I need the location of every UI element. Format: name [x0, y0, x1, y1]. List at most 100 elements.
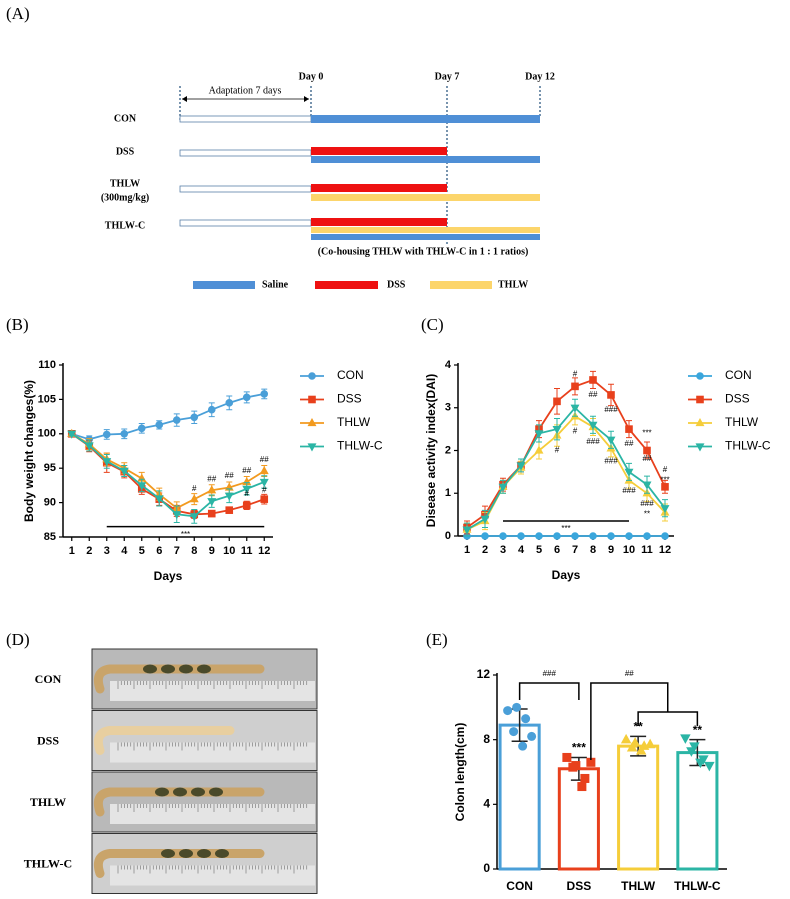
marker	[680, 734, 691, 744]
marker	[689, 742, 700, 752]
marker	[154, 495, 164, 504]
marker	[588, 421, 598, 430]
y-tick-label: 100	[38, 428, 56, 440]
day-label: Day 12	[525, 71, 555, 82]
y-tick-label: 3	[445, 402, 451, 414]
marker	[661, 532, 669, 540]
bracket-label: ###	[543, 669, 557, 678]
x-tick-label: 6	[156, 545, 162, 557]
marker	[189, 513, 199, 522]
y-tick-label: 12	[477, 667, 491, 681]
stool	[173, 787, 187, 797]
legend-label: THLW-C	[337, 439, 383, 453]
marker	[696, 395, 704, 404]
row-sublabel: (300mg/kg)	[101, 192, 149, 203]
adaptation-box	[179, 185, 312, 193]
marker	[509, 727, 519, 737]
x-tick-label: 7	[174, 545, 180, 557]
marker	[620, 733, 632, 744]
x-tick-label: 10	[223, 545, 235, 557]
marker	[516, 462, 526, 471]
panel-label: (B)	[6, 315, 29, 334]
marker	[644, 738, 656, 749]
annotation: ***	[642, 429, 651, 438]
timeline	[179, 86, 541, 289]
ruler	[110, 742, 315, 763]
marker	[225, 399, 234, 407]
significance-label: ***	[561, 524, 570, 533]
ruler	[110, 681, 315, 701]
y-tick-label: 0	[445, 530, 451, 542]
marker	[225, 506, 234, 514]
marker	[307, 443, 317, 452]
annotation: #	[573, 370, 578, 379]
adaptation-box	[179, 115, 312, 123]
annotation: #	[555, 446, 560, 455]
y-tick-label: 2	[445, 444, 451, 456]
stool	[155, 787, 169, 797]
legend-swatch	[315, 281, 378, 289]
panel-label: (A)	[6, 4, 30, 23]
marker	[695, 758, 706, 769]
x-tick-label: 3	[500, 544, 506, 556]
row-label: THLW-C	[105, 220, 145, 231]
ruler	[110, 804, 315, 824]
annotation: #	[663, 465, 668, 474]
marker	[589, 376, 597, 384]
row-label: THLW	[110, 178, 140, 189]
thlw-bar	[311, 194, 540, 201]
marker	[102, 430, 111, 439]
marker	[120, 430, 129, 438]
panel-label: (C)	[421, 315, 444, 334]
row-label: THLW	[30, 795, 66, 809]
bracket	[590, 682, 669, 760]
y-tick-label: 1	[445, 487, 451, 499]
row-label: THLW-C	[24, 856, 72, 870]
y-axis-label: Disease activity index(DAI)	[424, 374, 438, 527]
marker	[643, 532, 651, 540]
marker	[704, 761, 715, 772]
marker	[481, 532, 489, 540]
marker	[686, 747, 697, 757]
day-label: Day 0	[299, 71, 324, 82]
series-line	[466, 406, 666, 531]
y-tick-label: 4	[483, 797, 490, 811]
x-axis-label: Days	[552, 568, 581, 582]
marker	[568, 762, 578, 772]
marker	[499, 532, 507, 540]
marker	[224, 492, 234, 501]
annotation: ###	[604, 456, 618, 465]
x-tick-label: 4	[518, 544, 525, 556]
adaptation-box	[179, 149, 312, 157]
x-tick-label: 4	[121, 545, 128, 557]
y-tick-label: 0	[483, 861, 490, 875]
marker	[119, 467, 129, 476]
y-axis-label: Body weight changes(%)	[22, 380, 36, 522]
marker	[535, 532, 543, 540]
x-tick-label: 3	[104, 545, 110, 557]
marker	[521, 714, 531, 724]
marker	[207, 485, 217, 494]
x-tick-label: 9	[209, 545, 215, 557]
stool	[209, 787, 223, 797]
x-axis-label: Days	[154, 569, 183, 583]
legend-label: THLW-C	[725, 439, 771, 453]
legend-label: CON	[725, 368, 752, 382]
colon	[93, 664, 265, 694]
x-tick-label: 12	[659, 544, 671, 556]
x-tick-label: 8	[590, 544, 596, 556]
saline-bar	[311, 234, 540, 240]
annotation: ##	[207, 474, 216, 483]
saline-bar	[311, 115, 540, 123]
marker	[242, 485, 252, 494]
marker	[625, 532, 633, 540]
marker	[695, 418, 705, 427]
marker	[498, 483, 508, 492]
row-label: DSS	[116, 146, 135, 157]
annotation: ##	[643, 454, 652, 463]
row-label: DSS	[37, 733, 59, 747]
marker	[589, 532, 597, 540]
dss-bar	[311, 147, 447, 155]
x-tick-label: 10	[623, 544, 635, 556]
